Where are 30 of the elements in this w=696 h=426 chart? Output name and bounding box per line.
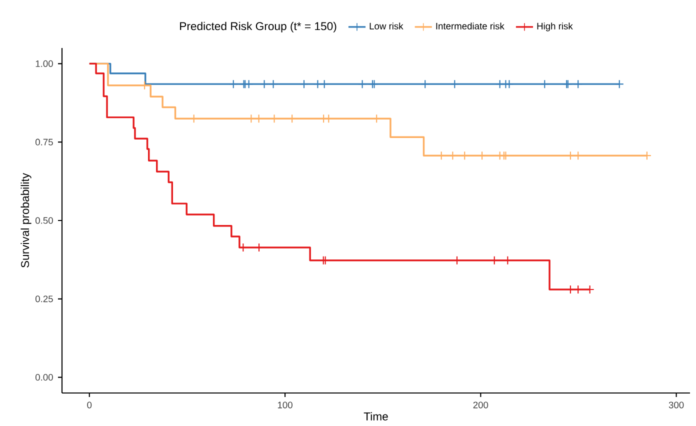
point [420, 80, 430, 89]
legend-label: High risk [537, 22, 573, 32]
y-tick-label: 1.00 [36, 60, 53, 67]
point [495, 80, 504, 89]
point [574, 80, 583, 89]
legend-title: Predicted Risk Group (t* = 150) [180, 22, 336, 32]
x-tick-label: 0 [87, 402, 92, 408]
point [450, 80, 460, 89]
point [299, 80, 309, 89]
point [313, 80, 322, 89]
y-tick-label: 0.00 [35, 374, 53, 381]
point [268, 80, 278, 89]
y-axis-title: Survival probability [20, 172, 32, 268]
x-tick-label: 300 [668, 402, 684, 408]
point [260, 80, 269, 89]
point [540, 80, 550, 89]
x-tick-label: 100 [278, 402, 292, 408]
point [368, 80, 378, 89]
point [228, 80, 238, 89]
y-tick-label: 0.75 [35, 138, 53, 146]
legend-label: Low risk [370, 22, 404, 30]
x-axis-title: Time [364, 412, 388, 420]
point [320, 80, 329, 89]
legend-label: Intermediate risk [436, 22, 504, 30]
point [614, 80, 624, 89]
x-tick-label: 200 [473, 402, 488, 408]
y-tick-label: 0.25 [35, 296, 53, 302]
point [370, 80, 379, 89]
y-tick-label: 0.50 [35, 217, 53, 224]
point [358, 80, 367, 89]
